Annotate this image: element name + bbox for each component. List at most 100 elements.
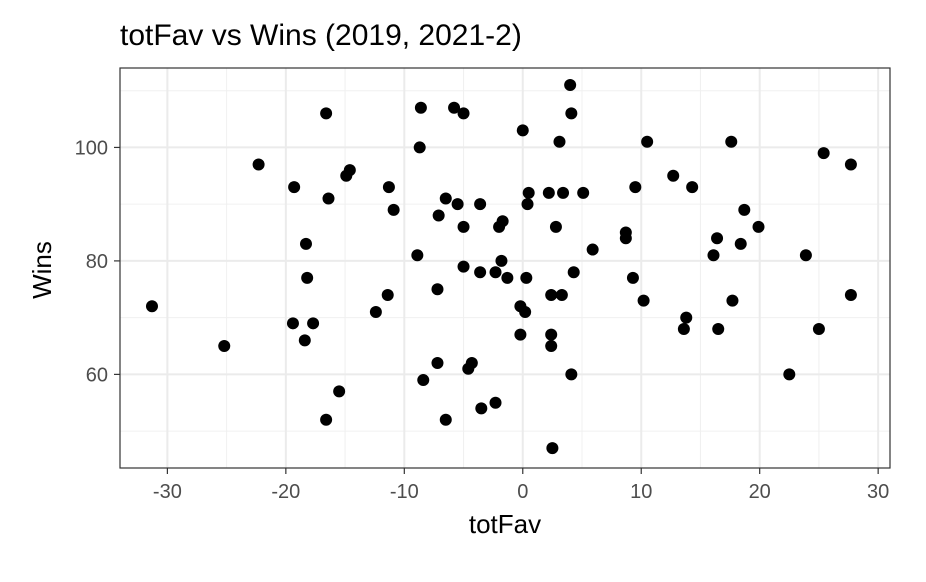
data-point — [520, 272, 532, 284]
data-point — [440, 192, 452, 204]
plot-panel — [120, 68, 890, 468]
data-point — [475, 402, 487, 414]
x-axis-title: totFav — [469, 509, 541, 539]
data-point — [519, 306, 531, 318]
x-tick-label: -10 — [390, 481, 419, 503]
data-point — [452, 198, 464, 210]
data-point — [783, 368, 795, 380]
data-point — [431, 283, 443, 295]
data-point — [707, 249, 719, 261]
x-tick-label: 30 — [867, 481, 889, 503]
data-point — [711, 232, 723, 244]
data-point — [686, 181, 698, 193]
data-point — [678, 323, 690, 335]
data-point — [388, 204, 400, 216]
data-point — [440, 414, 452, 426]
x-tick-label: -20 — [271, 481, 300, 503]
data-point — [568, 266, 580, 278]
data-point — [564, 79, 576, 91]
data-point — [735, 238, 747, 250]
data-point — [466, 357, 478, 369]
data-point — [382, 289, 394, 301]
data-point — [458, 261, 470, 273]
data-point — [411, 249, 423, 261]
data-point — [553, 136, 565, 148]
data-point — [218, 340, 230, 352]
data-point — [587, 244, 599, 256]
data-point — [620, 232, 632, 244]
data-point — [726, 295, 738, 307]
data-point — [523, 187, 535, 199]
data-point — [474, 266, 486, 278]
data-point — [545, 289, 557, 301]
data-point — [383, 181, 395, 193]
data-point — [813, 323, 825, 335]
data-point — [458, 107, 470, 119]
data-point — [545, 340, 557, 352]
data-point — [725, 136, 737, 148]
data-point — [556, 289, 568, 301]
y-axis: 60 80 100 — [75, 137, 120, 386]
data-point — [415, 102, 427, 114]
y-tick-label: 60 — [86, 364, 108, 386]
chart-title: totFav vs Wins (2019, 2021-2) — [120, 19, 522, 52]
data-point — [545, 329, 557, 341]
data-point — [307, 317, 319, 329]
data-point — [522, 198, 534, 210]
data-point — [344, 164, 356, 176]
data-point — [490, 266, 502, 278]
data-point — [146, 300, 158, 312]
data-point — [490, 397, 502, 409]
panel-background — [120, 68, 890, 468]
data-point — [667, 170, 679, 182]
data-point — [433, 210, 445, 222]
data-point — [320, 107, 332, 119]
data-point — [680, 312, 692, 324]
data-point — [333, 385, 345, 397]
data-point — [370, 306, 382, 318]
data-point — [753, 221, 765, 233]
data-point — [514, 329, 526, 341]
data-point — [546, 442, 558, 454]
data-point — [557, 187, 569, 199]
data-point — [638, 295, 650, 307]
x-tick-label: 20 — [749, 481, 771, 503]
data-point — [845, 289, 857, 301]
data-point — [501, 272, 513, 284]
data-point — [627, 272, 639, 284]
data-point — [629, 181, 641, 193]
data-point — [253, 158, 265, 170]
x-axis: -30 -20 -10 0 10 20 30 — [153, 468, 889, 503]
data-point — [738, 204, 750, 216]
data-point — [641, 136, 653, 148]
data-point — [322, 192, 334, 204]
x-tick-label: -30 — [153, 481, 182, 503]
data-point — [818, 147, 830, 159]
data-point — [517, 124, 529, 136]
data-point — [800, 249, 812, 261]
data-point — [301, 272, 313, 284]
data-point — [474, 198, 486, 210]
data-point — [431, 357, 443, 369]
data-point — [458, 221, 470, 233]
data-point — [577, 187, 589, 199]
data-point — [565, 107, 577, 119]
data-point — [300, 238, 312, 250]
data-point — [550, 221, 562, 233]
data-point — [414, 141, 426, 153]
data-point — [495, 255, 507, 267]
data-point — [320, 414, 332, 426]
data-point — [417, 374, 429, 386]
x-tick-label: 10 — [630, 481, 652, 503]
data-point — [497, 215, 509, 227]
y-tick-label: 100 — [75, 137, 108, 159]
data-point — [288, 181, 300, 193]
y-axis-title: Wins — [27, 241, 57, 299]
data-point — [565, 368, 577, 380]
data-point — [712, 323, 724, 335]
data-point — [845, 158, 857, 170]
y-tick-label: 80 — [86, 251, 108, 273]
data-point — [543, 187, 555, 199]
data-point — [287, 317, 299, 329]
